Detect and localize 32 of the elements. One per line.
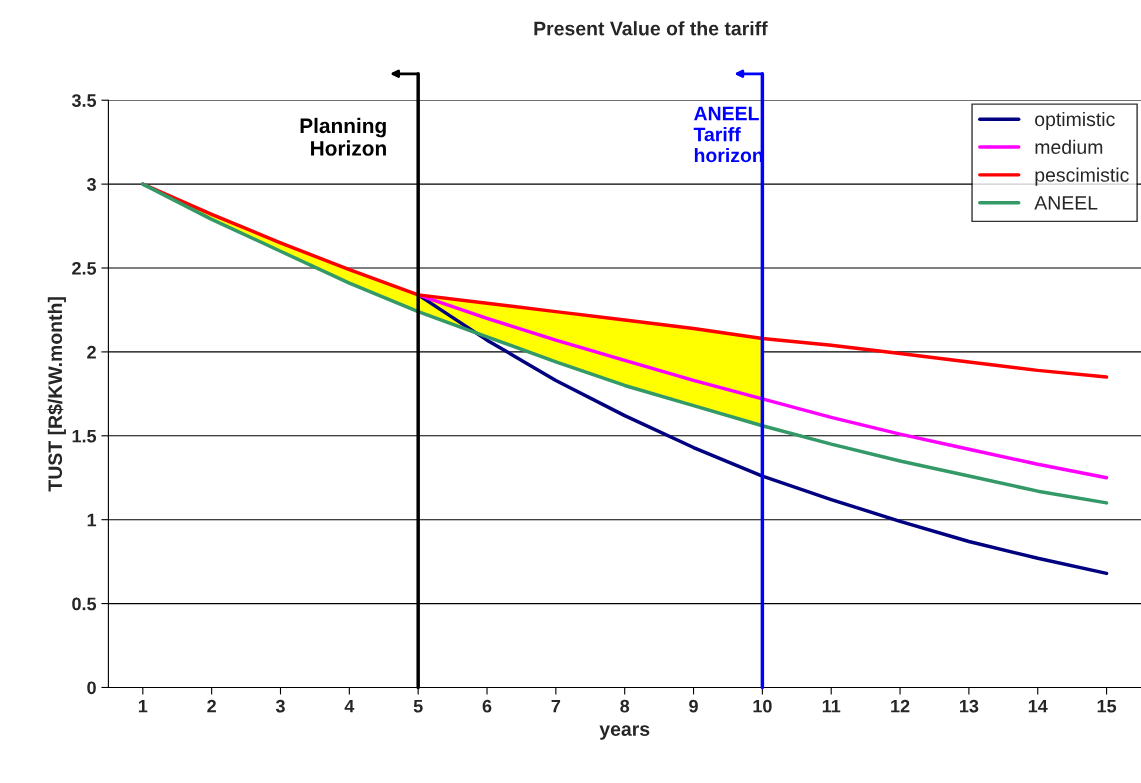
x-tick-label: 14 [1028,699,1048,713]
x-tick-label: 2 [207,699,216,713]
x-tick-label: 13 [960,699,979,713]
y-tick-label: 3.5 [71,94,97,107]
y-tick-label: 1.5 [72,429,97,443]
x-tick-label: 8 [620,699,630,713]
x-axis-title: years [599,725,650,740]
y-tick-label: 1 [87,513,97,527]
ref-line-label: Planning Horizon [300,117,386,156]
y-tick-label: 3 [86,178,96,191]
legend-label: pescimistic [1035,167,1129,186]
x-tick-label: 15 [1097,699,1117,713]
y-tick-label: 2.5 [72,261,97,275]
x-tick-label: 10 [753,699,772,713]
x-tick-label: 12 [891,699,910,713]
x-tick-label: 7 [551,699,561,713]
x-tick-label: 11 [822,699,841,713]
x-tick-label: 3 [275,699,285,713]
legend-label: ANEEL [1034,196,1098,210]
chart-title: Present Value of the tariff [534,21,768,36]
y-tick-label: 0.5 [72,597,97,611]
x-tick-label: 4 [344,699,355,713]
x-tick-label: 5 [413,699,423,713]
x-tick-label: 9 [689,699,698,713]
x-tick-label: 1 [138,699,148,713]
legend-label: medium [1035,139,1103,155]
y-axis-title: TUST [R$/KW.month] [47,297,66,492]
y-tick-label: 2 [87,345,96,359]
ref-line-label: ANEEL Tariff horizon [693,106,763,163]
y-tick-label: 0 [87,681,96,695]
legend-label: optimistic [1035,111,1115,131]
x-tick-label: 6 [482,699,492,713]
